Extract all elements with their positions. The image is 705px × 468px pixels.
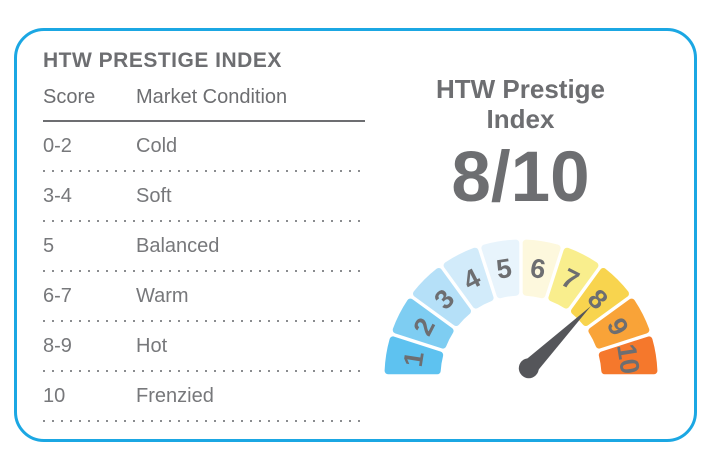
gauge-heading-line2: Index bbox=[486, 103, 555, 134]
row-score: 8-9 bbox=[43, 334, 72, 357]
table-row: 6-7 Warm bbox=[43, 272, 365, 320]
row-condition: Hot bbox=[136, 334, 168, 357]
dotted-separator bbox=[43, 420, 365, 422]
gauge-segment-10 bbox=[598, 336, 657, 375]
card-title: HTW PRESTIGE INDEX bbox=[43, 49, 282, 72]
table-header-condition: Market Condition bbox=[136, 86, 288, 108]
dotted-separator bbox=[43, 270, 365, 272]
table-header-row: Score Market Condition bbox=[43, 86, 365, 122]
row-score: 5 bbox=[43, 234, 55, 257]
row-condition: Soft bbox=[136, 184, 172, 207]
gauge-score-value: 8/10 bbox=[451, 137, 590, 217]
gauge-segment-2 bbox=[392, 298, 454, 349]
table-row: 3-4 Soft bbox=[43, 172, 365, 220]
gauge-segment-6 bbox=[522, 239, 561, 298]
row-score: 3-4 bbox=[43, 184, 72, 207]
dotted-separator bbox=[43, 320, 365, 322]
gauge-panel: HTW Prestige Index 8/10 1 2 3 4 5 6 7 8 9 10 bbox=[365, 47, 676, 439]
dotted-separator bbox=[43, 170, 365, 172]
gauge-segment-1 bbox=[384, 336, 443, 375]
row-condition: Balanced bbox=[136, 234, 220, 257]
table-header-score: Score bbox=[43, 86, 96, 108]
row-condition: Warm bbox=[136, 284, 189, 307]
table-row: 10 Frenzied bbox=[43, 372, 365, 420]
prestige-index-card: HTW PRESTIGE INDEX Score Market Conditio… bbox=[14, 28, 697, 442]
gauge-segment-3 bbox=[412, 267, 471, 326]
gauge-heading-line1: HTW Prestige bbox=[435, 74, 606, 104]
dotted-separator bbox=[43, 370, 365, 372]
table-row: 0-2 Cold bbox=[43, 122, 365, 170]
table-row: 5 Balanced bbox=[43, 222, 365, 270]
gauge-needle bbox=[522, 305, 591, 374]
gauge-segment-label-10: 10 bbox=[611, 342, 645, 376]
gauge-heading: HTW Prestige Index bbox=[365, 74, 676, 135]
row-score: 0-2 bbox=[43, 134, 72, 157]
gauge-segment-9 bbox=[587, 298, 649, 349]
gauge-segment-5 bbox=[480, 239, 519, 298]
gauge-segment-7 bbox=[547, 247, 598, 309]
gauge-segment-label-5: 5 bbox=[494, 253, 514, 285]
gauge-segment-label-1: 1 bbox=[397, 349, 429, 369]
gauge-segment-4 bbox=[443, 247, 494, 309]
row-condition: Frenzied bbox=[136, 384, 214, 407]
gauge-needle-hub bbox=[518, 357, 539, 378]
row-condition: Cold bbox=[136, 134, 178, 157]
row-score: 10 bbox=[43, 384, 66, 407]
legend-panel: HTW PRESTIGE INDEX Score Market Conditio… bbox=[43, 47, 365, 439]
row-score: 6-7 bbox=[43, 284, 72, 307]
dotted-separator bbox=[43, 220, 365, 222]
table-row: 8-9 Hot bbox=[43, 322, 365, 370]
gauge-segment-label-6: 6 bbox=[528, 253, 548, 285]
